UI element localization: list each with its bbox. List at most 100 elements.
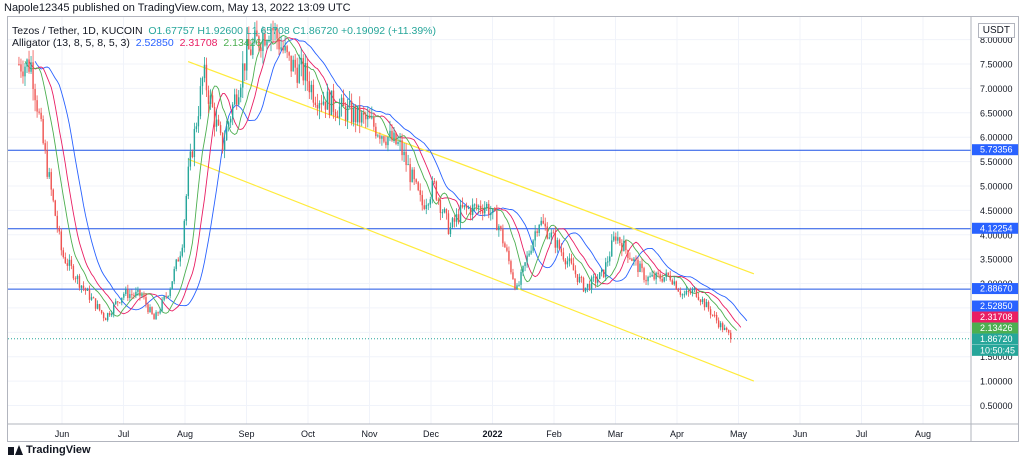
x-tick-label: Sep: [238, 429, 254, 439]
candle-body: [524, 262, 526, 267]
price-badge: [972, 311, 1018, 323]
candle-body: [338, 106, 341, 118]
candle-body: [98, 304, 101, 311]
candle-body: [64, 257, 67, 264]
candle-body: [457, 214, 460, 223]
candle-body: [219, 125, 222, 133]
candle-body: [725, 327, 728, 331]
x-tick-label: Jul: [118, 429, 130, 439]
candle-body: [613, 236, 615, 241]
candle-body: [723, 327, 726, 330]
candle-body: [127, 289, 129, 298]
candle-body: [600, 269, 603, 273]
candle-body: [276, 27, 278, 39]
candle-body: [475, 204, 478, 208]
candle-body: [340, 97, 343, 107]
candle-body: [324, 101, 327, 110]
candle-body: [657, 272, 659, 275]
candle-body: [229, 118, 232, 123]
candle-body: [508, 250, 510, 262]
candle-body: [469, 207, 472, 215]
indicator-lines: [8, 34, 971, 382]
candle-body: [84, 288, 87, 291]
candle-body: [34, 88, 36, 101]
candle-body: [423, 205, 425, 209]
candle-body: [566, 261, 569, 265]
candle-body: [371, 117, 373, 119]
candle-body: [133, 294, 135, 296]
tradingview-brand: TradingView: [26, 444, 91, 456]
candle-body: [395, 132, 397, 144]
y-tick-label: 0.50000: [980, 401, 1013, 411]
candle-body: [659, 274, 661, 279]
candle-body: [177, 259, 179, 262]
candle-body: [379, 135, 381, 139]
currency-button[interactable]: USDT: [977, 23, 1015, 38]
candle-body: [399, 140, 401, 143]
candle-body: [153, 314, 155, 320]
candle-body: [490, 213, 492, 216]
candle-body: [619, 237, 621, 243]
price-badge: [972, 144, 1018, 156]
candle-body: [665, 272, 667, 278]
candle-body: [377, 135, 379, 137]
candle-body: [270, 27, 272, 40]
candle-body: [108, 313, 111, 316]
candle-body: [701, 298, 704, 302]
y-tick-label: 7.00000: [980, 84, 1013, 94]
candle-body: [717, 320, 720, 328]
x-tick-label: Jul: [856, 429, 868, 439]
candle-body: [590, 277, 593, 290]
candle-body: [44, 143, 46, 151]
candle-body: [486, 203, 488, 208]
candle-body: [687, 290, 690, 293]
price-badge: [972, 283, 1018, 295]
candle-body: [697, 296, 700, 300]
candle-body: [633, 258, 635, 262]
candle-body: [528, 253, 530, 256]
x-tick-label: Dec: [423, 429, 440, 439]
candle-body: [155, 312, 157, 320]
candle-body: [605, 262, 607, 278]
candle-body: [242, 63, 244, 88]
candle-body: [715, 314, 718, 321]
candle-body: [375, 126, 377, 137]
candle-body: [705, 301, 708, 308]
candle-body: [268, 39, 270, 42]
alligator-teeth-value: 2.31708: [179, 37, 218, 49]
candle-body: [611, 240, 613, 257]
candle-body: [314, 102, 317, 106]
candle-body: [709, 309, 712, 315]
candle-body: [560, 248, 563, 253]
x-tick-label: Jun: [793, 429, 808, 439]
candle-body: [403, 151, 405, 156]
candle-body: [248, 39, 250, 50]
alligator-jaw-value: 2.52850: [135, 37, 174, 49]
candle-body: [56, 215, 58, 229]
candle-body: [699, 299, 702, 302]
x-tick-label: May: [730, 429, 748, 439]
candle-body: [711, 314, 714, 316]
price-badge-label: 5.73356: [980, 145, 1013, 155]
candle-body: [693, 288, 696, 290]
x-tick-label: Mar: [608, 429, 624, 439]
candle-body: [183, 220, 186, 248]
y-tick-label: 7.50000: [980, 60, 1013, 70]
price-badge-label: 1.86720: [980, 334, 1013, 344]
candle-body: [361, 112, 363, 123]
chart-area[interactable]: 8.00000 7.50000 7.00000 6.50000 6.00000 5.500…: [7, 16, 1019, 442]
candle-body: [18, 64, 20, 66]
candle-body: [707, 301, 710, 310]
price-chart[interactable]: 8.00000 7.50000 7.00000 6.50000 6.00000 5.500…: [8, 17, 1019, 442]
candle-body: [240, 87, 242, 98]
candle-body: [70, 259, 73, 266]
candle-body: [159, 310, 161, 314]
candle-body: [169, 289, 171, 297]
candle-body: [411, 169, 413, 183]
candle-body: [518, 284, 520, 286]
candle-body: [115, 301, 117, 304]
candle-body: [254, 30, 256, 43]
candle-body: [643, 268, 645, 280]
y-tick-label: 1.50000: [980, 352, 1013, 362]
candle-body: [36, 100, 38, 112]
